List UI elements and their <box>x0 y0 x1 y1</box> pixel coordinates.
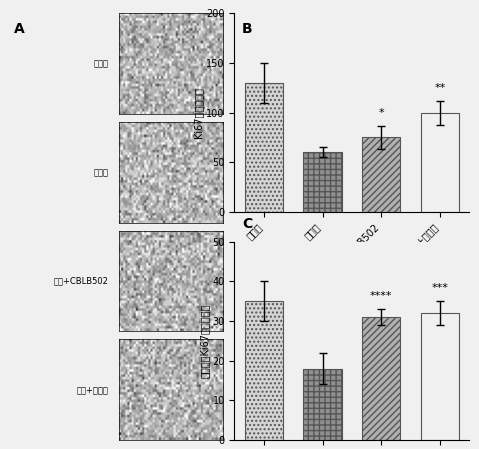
Text: 对照组: 对照组 <box>93 59 109 68</box>
Text: B: B <box>242 22 252 36</box>
Bar <box>245 83 283 212</box>
Text: *: * <box>378 108 384 118</box>
Bar <box>304 152 342 212</box>
Text: 照射+CBLB502: 照射+CBLB502 <box>54 277 109 286</box>
Bar <box>421 313 459 440</box>
Y-axis label: 每个隐窝Ki67阳性细胞数: 每个隐窝Ki67阳性细胞数 <box>200 304 209 378</box>
Text: ****: **** <box>370 291 393 301</box>
Bar <box>362 317 400 440</box>
Bar <box>362 137 400 212</box>
Text: A: A <box>14 22 24 36</box>
Bar <box>304 369 342 440</box>
Y-axis label: Ki67阳性隐窝数: Ki67阳性隐窝数 <box>194 87 204 138</box>
Bar <box>421 113 459 212</box>
Text: 照射组: 照射组 <box>93 168 109 177</box>
Text: C: C <box>242 217 252 232</box>
Text: ***: *** <box>432 283 448 293</box>
Text: 照射+丁香酔: 照射+丁香酔 <box>77 385 109 394</box>
Bar <box>245 301 283 440</box>
Text: **: ** <box>434 83 445 93</box>
